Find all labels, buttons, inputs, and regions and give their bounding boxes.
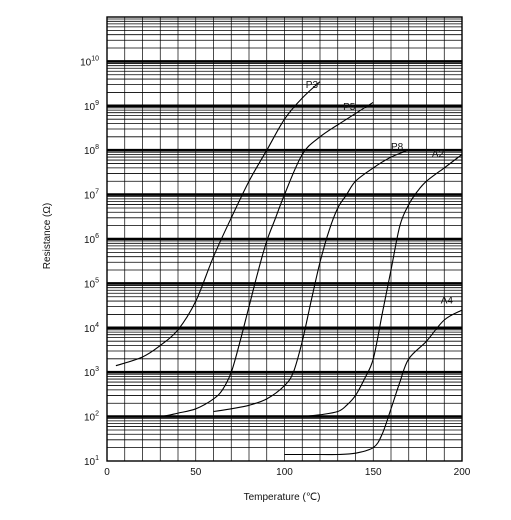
x-axis-label: Temperature (℃) [244,492,321,503]
y-tick-label: 109 [84,100,99,113]
x-tick-label: 50 [190,467,202,478]
y-tick-label: 1010 [80,55,99,68]
curve-p3 [115,81,321,367]
chart-curves [115,81,463,456]
curve-label-a2: A2 [432,149,445,160]
curve-a4 [284,309,463,456]
y-tick-label: 105 [84,277,99,290]
x-tick-label: 150 [365,467,382,478]
curve-p8 [213,149,409,413]
y-tick-label: 103 [84,366,99,379]
x-tick-label: 100 [276,467,293,478]
x-tick-label: 0 [104,467,110,478]
y-tick-label: 106 [84,233,99,246]
chart-curve-labels: P3 P5 P8 A2 A4 [306,80,454,307]
y-tick-label: 108 [84,144,99,157]
curve-a2 [302,154,463,418]
curve-label-p3: P3 [306,80,319,91]
y-tick-label: 104 [84,322,99,335]
curve-p5 [133,101,374,418]
curve-label-a4: A4 [441,296,454,307]
curve-label-p5: P5 [343,102,356,113]
x-tick-label: 200 [454,467,471,478]
y-tick-label: 101 [84,455,99,468]
y-axis-label: Resistance (Ω) [42,203,53,269]
y-tick-label: 102 [84,411,99,424]
chart-tick-labels: 0 50 100 150 200 101 102 103 104 105 106 107 108 109 1… [80,55,471,478]
curve-label-p8: P8 [391,142,404,153]
chart-grid [106,16,463,462]
y-tick-label: 107 [84,189,99,202]
